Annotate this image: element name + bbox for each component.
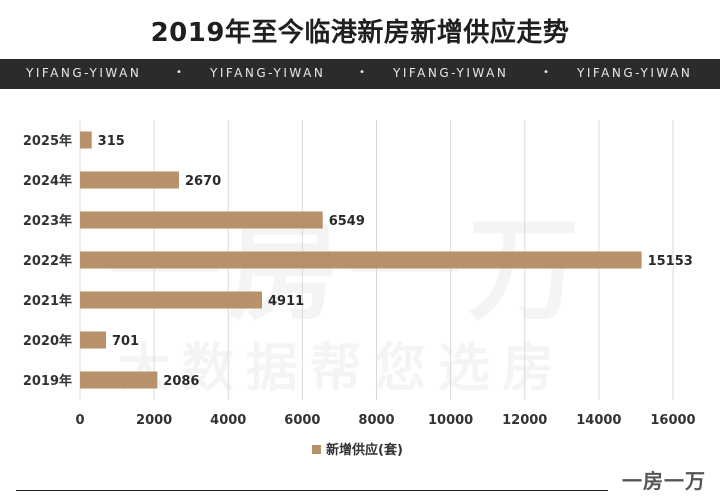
band-text-3: YIFANG-YIWAN bbox=[393, 66, 509, 80]
y-tick-label: 2024年 bbox=[23, 173, 72, 189]
y-tick-label: 2025年 bbox=[23, 133, 72, 149]
x-tick-label: 8000 bbox=[358, 413, 394, 428]
brand-logo: 一房一万 bbox=[622, 469, 706, 493]
band-text-4: YIFANG-YIWAN bbox=[577, 66, 693, 80]
y-tick-label: 2022年 bbox=[23, 253, 72, 269]
y-tick-label: 2023年 bbox=[23, 213, 72, 229]
band-dot-1: • bbox=[176, 67, 182, 78]
x-tick-label: 16000 bbox=[650, 413, 695, 428]
data-label: 2086 bbox=[163, 374, 199, 389]
bar bbox=[80, 291, 263, 309]
data-label: 4911 bbox=[268, 294, 304, 309]
bar-chart: 0 2000 4000 6000 8000 10000 12000 14000 16000 202… bbox=[23, 120, 696, 458]
brand-band: YIFANG-YIWAN • YIFANG-YIWAN • YIFANG-YIW… bbox=[0, 59, 720, 89]
x-tick-label: 6000 bbox=[284, 413, 320, 428]
bar bbox=[80, 131, 92, 149]
y-tick-label: 2021年 bbox=[23, 293, 72, 309]
band-text-1: YIFANG-YIWAN bbox=[26, 66, 142, 80]
data-label: 315 bbox=[98, 134, 125, 149]
bar bbox=[80, 251, 642, 269]
legend-label: 新增供应(套) bbox=[326, 442, 403, 458]
band-dot-2: • bbox=[359, 67, 365, 78]
x-tick-label: 0 bbox=[75, 413, 84, 428]
y-tick-label: 2019年 bbox=[23, 373, 72, 389]
page-title: 2019年至今临港新房新增供应走势 bbox=[150, 18, 570, 48]
bar bbox=[80, 211, 323, 229]
x-tick-label: 4000 bbox=[210, 413, 246, 428]
band-dot-3: • bbox=[543, 67, 549, 78]
data-label: 701 bbox=[112, 334, 139, 349]
data-label: 2670 bbox=[185, 174, 221, 189]
data-label: 15153 bbox=[648, 254, 693, 269]
x-tick-label: 14000 bbox=[576, 413, 621, 428]
x-tick-label: 10000 bbox=[428, 413, 473, 428]
bar bbox=[80, 331, 106, 349]
legend-swatch bbox=[312, 445, 321, 454]
data-label: 6549 bbox=[329, 214, 365, 229]
bar bbox=[80, 371, 158, 389]
band-text-2: YIFANG-YIWAN bbox=[210, 66, 326, 80]
y-tick-label: 2020年 bbox=[23, 333, 72, 349]
x-tick-label: 12000 bbox=[502, 413, 547, 428]
footer-rule bbox=[16, 490, 608, 491]
x-tick-label: 2000 bbox=[136, 413, 172, 428]
bar bbox=[80, 171, 179, 189]
